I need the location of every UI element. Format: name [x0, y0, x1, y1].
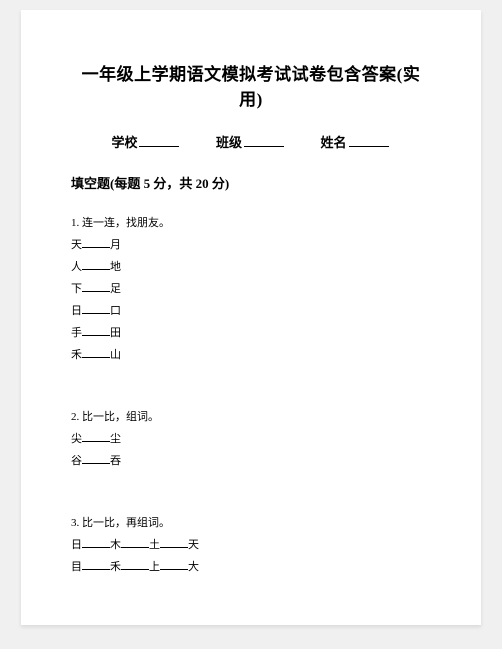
fill-blank[interactable]: [82, 432, 110, 442]
fill-blank[interactable]: [82, 538, 110, 548]
student-info-row: 学校 班级 姓名: [71, 132, 431, 151]
q2-pair: 尖尘: [71, 430, 431, 446]
question-2: 2. 比一比，组词。: [71, 408, 431, 424]
class-label: 班级: [216, 135, 242, 150]
fill-blank[interactable]: [82, 560, 110, 570]
school-blank[interactable]: [139, 135, 179, 147]
section-title: 填空题(每题 5 分，共 20 分): [71, 173, 431, 192]
q1-prompt: 连一连，找朋友。: [82, 217, 170, 229]
class-blank[interactable]: [244, 135, 284, 147]
fill-blank[interactable]: [82, 348, 110, 358]
fill-blank[interactable]: [160, 560, 188, 570]
fill-blank[interactable]: [82, 326, 110, 336]
q3-num: 3.: [71, 517, 79, 529]
school-label: 学校: [111, 135, 137, 150]
q2-pair: 谷吞: [71, 452, 431, 468]
q1-pair: 人地: [71, 258, 431, 274]
fill-blank[interactable]: [121, 538, 149, 548]
q1-pair: 日口: [71, 302, 431, 318]
q3-row: 目禾上大: [71, 558, 431, 574]
fill-blank[interactable]: [82, 282, 110, 292]
q3-row: 日木土天: [71, 536, 431, 552]
exam-page: 一年级上学期语文模拟考试试卷包含答案(实用) 学校 班级 姓名 填空题(每题 5…: [21, 10, 481, 625]
q1-pair: 禾山: [71, 346, 431, 362]
q2-num: 2.: [71, 411, 79, 423]
fill-blank[interactable]: [82, 260, 110, 270]
page-title: 一年级上学期语文模拟考试试卷包含答案(实用): [71, 60, 431, 110]
fill-blank[interactable]: [82, 304, 110, 314]
question-1: 1. 连一连，找朋友。: [71, 214, 431, 230]
fill-blank[interactable]: [82, 454, 110, 464]
name-blank[interactable]: [349, 135, 389, 147]
q1-pair: 下足: [71, 280, 431, 296]
question-3: 3. 比一比，再组词。: [71, 514, 431, 530]
q2-prompt: 比一比，组词。: [82, 411, 159, 423]
fill-blank[interactable]: [121, 560, 149, 570]
fill-blank[interactable]: [82, 238, 110, 248]
name-label: 姓名: [321, 135, 347, 150]
fill-blank[interactable]: [160, 538, 188, 548]
q3-prompt: 比一比，再组词。: [82, 517, 170, 529]
q1-pair: 手田: [71, 324, 431, 340]
q1-pair: 天月: [71, 236, 431, 252]
q1-num: 1.: [71, 217, 79, 229]
